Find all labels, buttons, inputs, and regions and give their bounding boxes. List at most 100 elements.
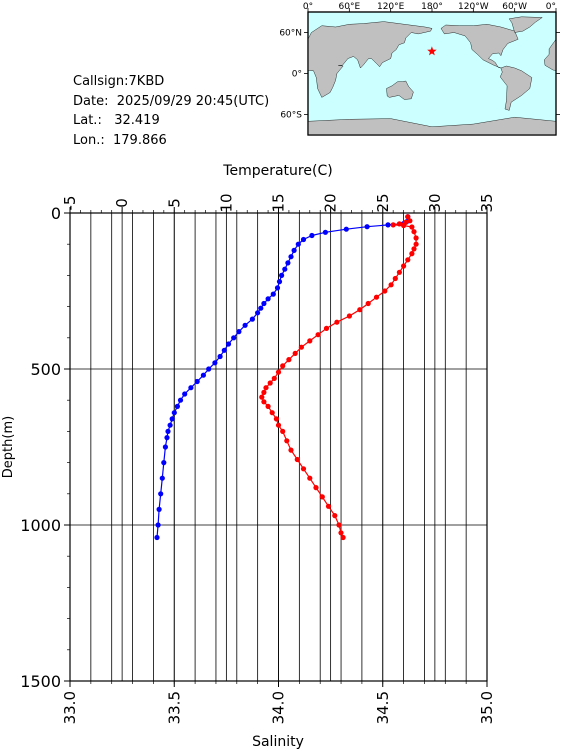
temperature-tick-label: 0 — [113, 198, 131, 208]
map-frame — [307, 11, 557, 136]
salinity-data-point — [275, 422, 282, 428]
salinity-data-point — [357, 307, 363, 313]
temperature-data-point — [231, 335, 237, 341]
map-lon-label: 0° — [546, 2, 556, 12]
salinity-data-point — [407, 218, 413, 224]
salinity-data-point — [334, 319, 340, 325]
temperature-data-point — [164, 435, 170, 441]
temperature-data-point — [295, 241, 301, 247]
salinity-data-point — [271, 375, 277, 381]
salinity-data-point — [390, 222, 396, 228]
temperature-data-point — [285, 260, 291, 266]
salinity-data-point — [284, 438, 290, 444]
temperature-axis-title: Temperature(C) — [222, 163, 332, 179]
salinity-tick-label: 33.5 — [165, 691, 183, 724]
salinity-data-point — [346, 313, 352, 319]
salinity-data-point — [382, 288, 388, 294]
salinity-tick-label: 34.0 — [270, 691, 288, 724]
salinity-data-point — [319, 494, 325, 500]
map-lon-label: 0° — [303, 2, 313, 12]
salinity-data-point — [261, 389, 267, 395]
salinity-data-point — [373, 294, 380, 300]
salinity-data-point — [365, 300, 371, 307]
temperature-data-point — [165, 428, 171, 434]
temperature-data-point — [291, 247, 297, 253]
salinity-tick-label: 33.0 — [61, 691, 79, 724]
temperature-data-point — [217, 353, 223, 360]
map-lat-label: 60°N — [279, 29, 302, 39]
salinity-data-point — [259, 394, 265, 400]
salinity-axis: 33.0 33.5 34.0 34.5 35.0 — [61, 681, 496, 724]
map-lon-label: 60°E — [339, 2, 361, 12]
salinity-data-point — [405, 257, 411, 263]
temperature-data-point — [171, 410, 177, 416]
depth-tick-label: 1500 — [20, 672, 61, 691]
temperature-data-point — [236, 329, 242, 335]
temperature-data-point — [276, 279, 283, 285]
temperature-data-point — [249, 316, 255, 322]
lon-value: 179.866 — [113, 132, 167, 148]
depth-axis: 0 500 1000 1500 — [20, 204, 70, 691]
temperature-data-point — [155, 522, 161, 528]
temperature-data-point — [242, 322, 248, 328]
temperature-data-point — [159, 475, 165, 481]
salinity-data-point — [261, 399, 267, 405]
temperature-data-point — [200, 372, 206, 378]
lon-row: Lon.: 179.866 — [73, 131, 269, 151]
salinity-data-point — [332, 513, 338, 519]
salinity-data-point — [273, 416, 279, 422]
depth-tick-label: 0 — [51, 204, 61, 223]
temperature-data-point — [385, 222, 391, 228]
salinity-data-point — [325, 503, 332, 509]
map-land — [308, 16, 556, 135]
lat-label: Lat.: — [73, 113, 102, 128]
salinity-data-point — [413, 235, 419, 241]
map-ticks — [304, 8, 560, 115]
salinity-data-point — [267, 380, 273, 386]
depth-tick-label: 1000 — [20, 516, 61, 535]
map-lon-label: 60°W — [502, 2, 527, 12]
salinity-data-point — [315, 332, 321, 338]
temperature-data-point — [194, 378, 200, 385]
callsign-label: Callsign: — [73, 74, 129, 89]
salinity-data-point — [269, 410, 275, 416]
chart-grid — [70, 213, 487, 681]
temperature-tick-label: 5 — [165, 198, 183, 208]
salinity-data-point — [292, 350, 298, 356]
salinity-data-point — [275, 369, 282, 375]
temperature-data-point — [162, 444, 168, 450]
lon-label: Lon.: — [73, 132, 105, 148]
salinity-data-point — [323, 325, 330, 331]
salinity-data-point — [300, 466, 307, 472]
location-map: 0° 60°E 120°E 180° 120°W 60°W 0° 60°N 0° 60°S — [279, 2, 560, 136]
salinity-data-point — [288, 447, 294, 453]
temperature-data-point — [343, 226, 349, 232]
salinity-axis-title: Salinity — [252, 734, 304, 750]
temperature-data-point — [322, 229, 328, 235]
map-lon-label: 120°W — [458, 2, 489, 12]
temperature-tick-label: 15 — [270, 193, 288, 212]
salinity-data-point — [411, 246, 417, 252]
salinity-data-point — [411, 229, 417, 235]
temperature-tick-label: 25 — [374, 193, 392, 212]
salinity-profile-line — [261, 216, 417, 538]
temperature-data-point — [221, 347, 227, 353]
temperature-tick-label: 35 — [478, 193, 496, 212]
salinity-data-point — [340, 534, 346, 541]
temperature-profile-line — [156, 216, 409, 538]
salinity-data-point — [294, 456, 300, 463]
salinity-data-point — [413, 241, 419, 247]
temperature-data-point — [154, 534, 160, 541]
map-lon-label: 180° — [421, 2, 443, 12]
temperature-axis: -5 0 5 10 15 20 25 30 35 — [61, 193, 496, 213]
temperature-tick-label: 30 — [426, 193, 444, 212]
temperature-data-point — [288, 254, 294, 260]
temperature-data-point — [364, 224, 370, 230]
salinity-data-point — [265, 403, 271, 409]
map-lat-label: 60°S — [280, 111, 302, 121]
salinity-data-point — [401, 263, 407, 269]
temperature-data-point — [255, 310, 261, 316]
temperature-data-point — [177, 397, 184, 403]
series-layer — [154, 214, 419, 541]
salinity-data-point — [280, 428, 286, 434]
